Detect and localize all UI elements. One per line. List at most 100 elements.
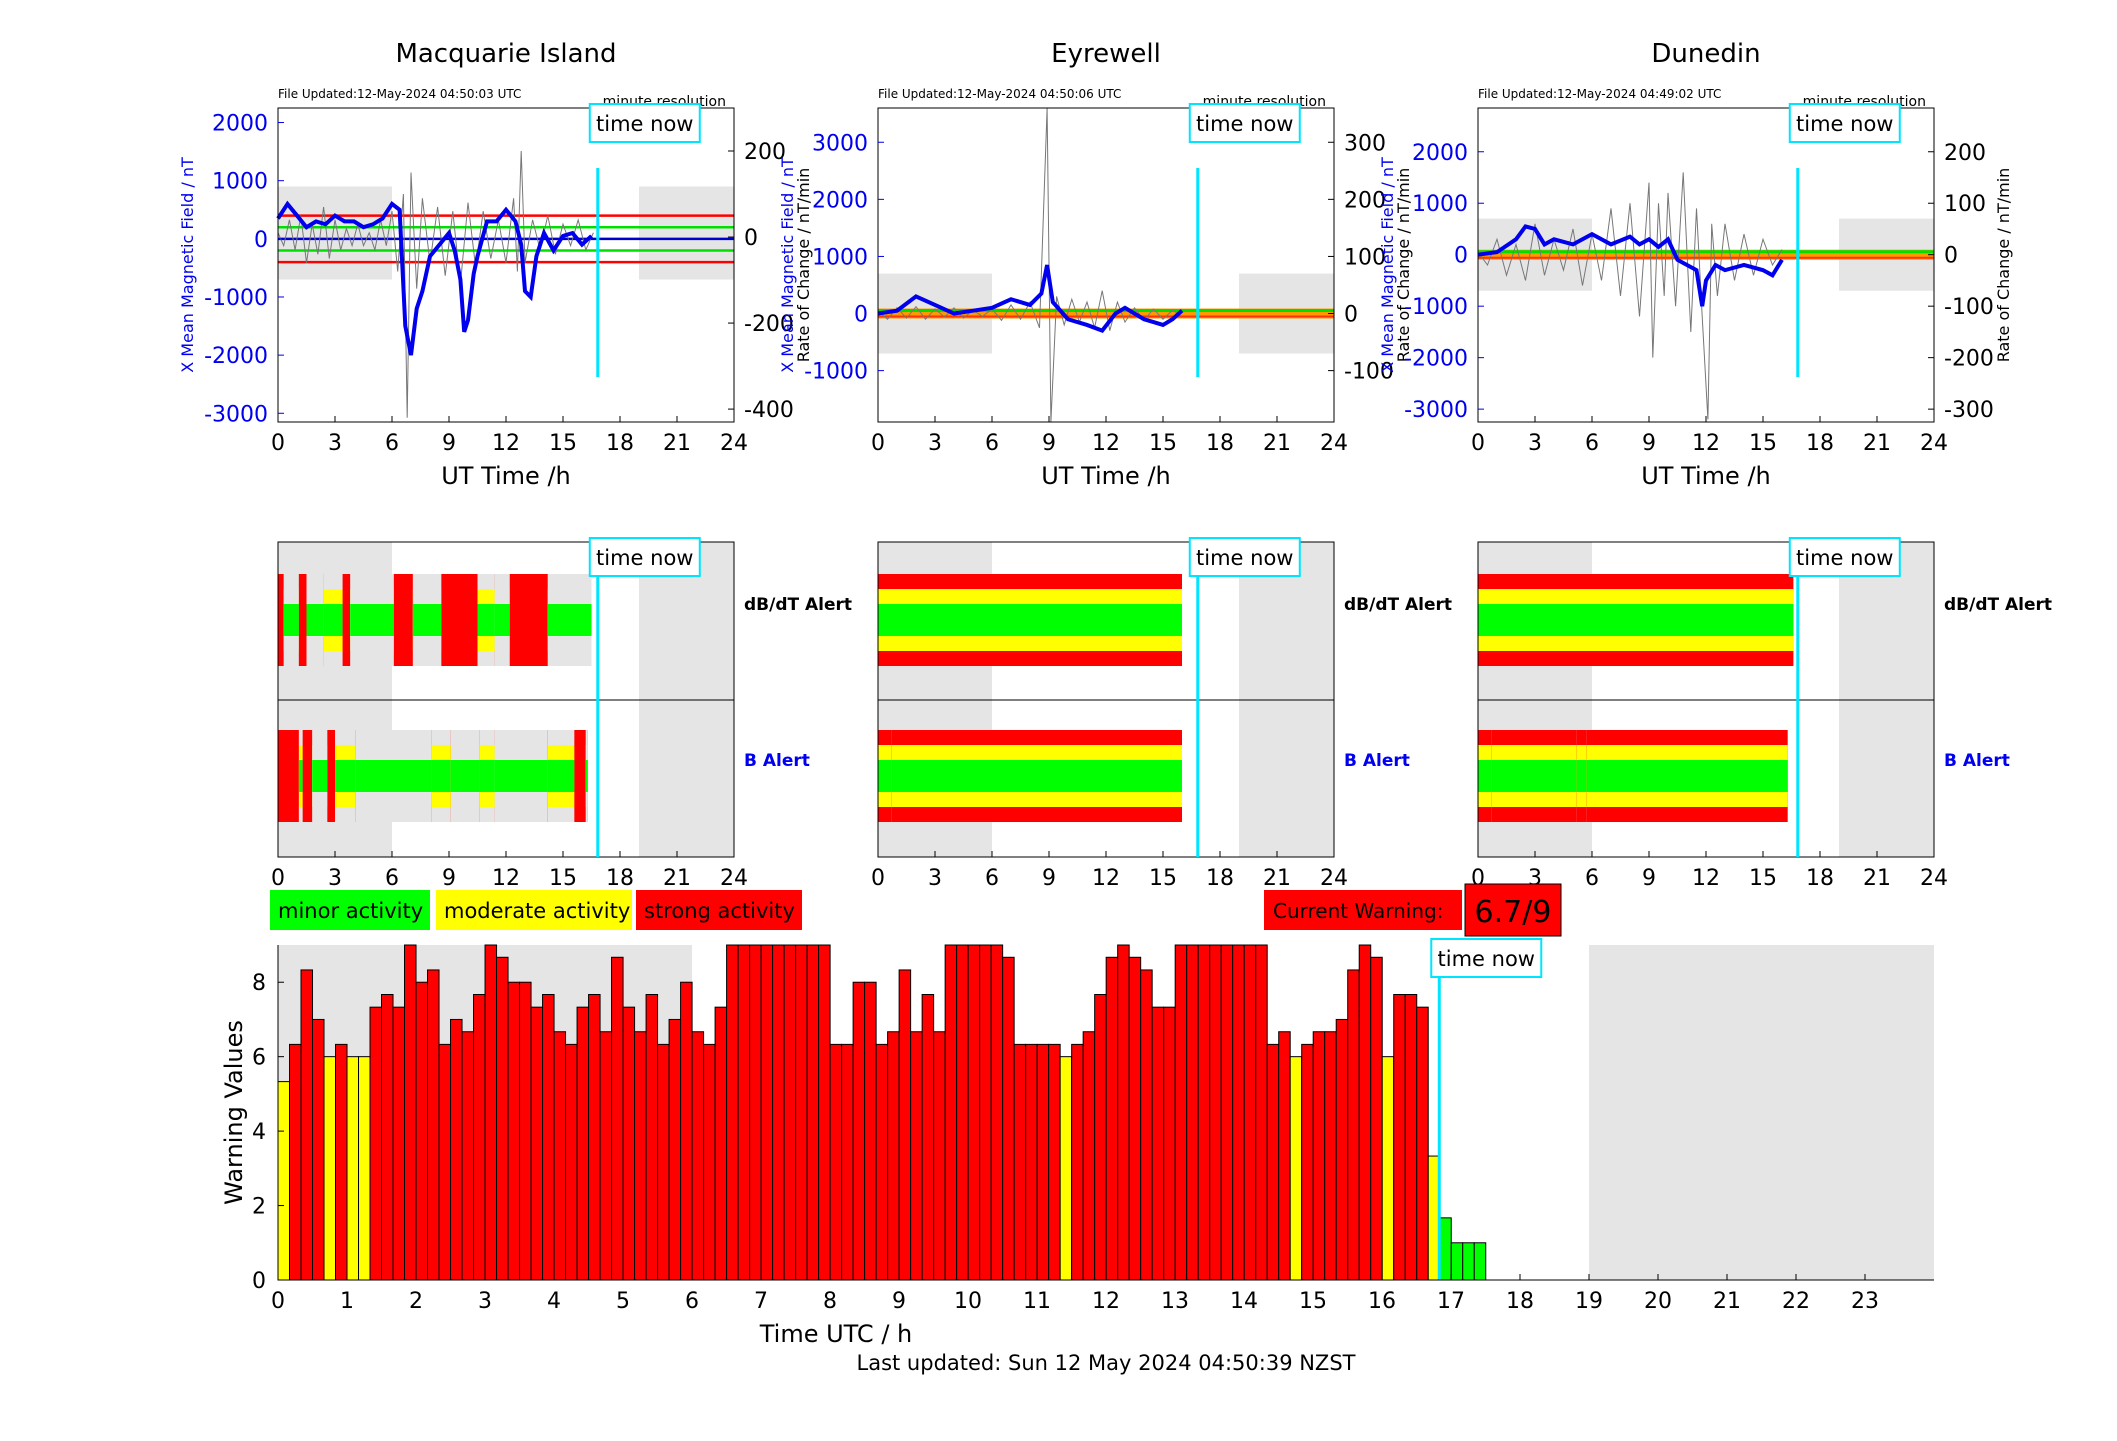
warning-bar [369,1006,383,1281]
current-warning-box [1264,890,1462,930]
b-alert-green-band [479,760,495,792]
x-tick-label: 15 [1749,431,1777,456]
plot-frame [877,107,1335,423]
left-tick-label: -3000 [204,402,268,427]
x-tick-label: 12 [1692,866,1720,891]
x-tick-label: 3 [928,866,942,891]
x-tick-label: 6 [985,431,999,456]
left-tick-label: -1000 [204,286,268,311]
x-tick-label: 22 [1782,1289,1810,1314]
left-tick-label: 0 [854,303,868,328]
bar-x-axis-label: Time UTC / h [759,1320,913,1348]
b-alert-green-band [312,760,328,792]
warning-bar [1151,1006,1165,1281]
x-tick-label: 6 [985,866,999,891]
warning-bar [714,1006,728,1281]
y-tick-label: 6 [252,1046,266,1071]
right-tick-label: -200 [1944,347,1994,372]
last-updated-footer: Last updated: Sun 12 May 2024 04:50:39 N… [857,1351,1356,1375]
warning-bar [277,1081,291,1281]
x-tick-label: 12 [1692,431,1720,456]
b-alert-green-band [585,760,588,792]
x-tick-label: 15 [1149,431,1177,456]
x-tick-label: 21 [1863,431,1891,456]
b-alert-gap [431,730,451,745]
b-alert-green-band [335,760,356,792]
x-tick-label: 0 [271,1289,285,1314]
field-trace [877,264,1184,334]
warning-bar [415,981,429,1281]
right-tick-label: 0 [744,226,758,251]
warning-bar [473,994,486,1281]
b-alert-green-band [355,760,432,792]
warning-bar [346,1056,360,1281]
time-now-box [1188,103,1301,143]
x-tick-label: 12 [1092,1289,1120,1314]
warning-bar [1048,1043,1061,1281]
warning-bar [1186,944,1199,1281]
warning-bar [944,944,958,1281]
dbdt-alert-green-band [306,604,324,636]
warning-bar [841,1043,854,1281]
legend-minor-label: minor activity [278,899,423,923]
warning-bar [381,994,394,1281]
right-tick-label: -400 [744,398,794,423]
warning-bar [772,944,785,1281]
warning-bar [553,1031,567,1281]
x-tick-label: 9 [892,1289,906,1314]
warning-bar [542,994,555,1281]
rate-of-change-trace [877,107,1183,423]
x-tick-label: 0 [1471,431,1485,456]
x-tick-label: 0 [871,866,885,891]
x-tick-label: 3 [478,1289,492,1314]
left-tick-label: -3000 [1404,398,1468,423]
b-alert-label: B Alert [744,751,810,771]
left-axis-label: X Mean Magnetic Field / nT [1378,157,1397,373]
left-tick-label: 1000 [1412,192,1468,217]
b-alert-label: B Alert [1944,751,2010,771]
x-tick-label: 12 [1092,431,1120,456]
b-alert-gap [431,807,451,822]
right-tick-label: 300 [1344,131,1386,156]
x-tick-label: 24 [1920,431,1948,456]
right-tick-label: 0 [1344,303,1358,328]
time-now-box [1188,537,1301,577]
x-tick-label: 15 [549,431,577,456]
warning-bar [1094,994,1107,1281]
warning-bar [795,944,808,1281]
warning-bar [1450,1242,1464,1281]
warning-bar [680,981,693,1281]
b-alert-gap [479,730,495,745]
b-alert-gap [298,730,303,745]
warning-bar [1301,1043,1314,1281]
warning-bar [484,944,498,1281]
warning-bar [1002,956,1015,1281]
x-tick-label: 21 [1263,866,1291,891]
night-shade [278,186,392,280]
warning-bar [645,994,659,1281]
b-alert-green-band [878,760,892,792]
right-tick-label: 100 [1344,245,1386,270]
dbdt-alert-green-band [350,604,394,636]
warning-bar [852,981,866,1281]
warning-bar [1013,1043,1027,1281]
x-tick-label: 0 [271,431,285,456]
legend-strong-label: strong activity [644,899,795,923]
warning-bar [737,944,751,1281]
x-tick-label: 15 [1749,866,1777,891]
warning-bar [1266,1043,1280,1281]
warning-bar [1335,1018,1349,1281]
x-tick-label: 24 [1320,431,1348,456]
b-alert-green-band [1491,760,1577,792]
y-tick-label: 4 [252,1120,266,1145]
warning-bar [611,956,624,1281]
warning-bar [703,1043,716,1281]
current-warning-label: Current Warning: [1273,899,1443,923]
current-warning-value-box [1464,883,1562,937]
station-title: Dunedin [1651,39,1760,69]
x-tick-label: 15 [1299,1289,1327,1314]
b-alert-green-band [1478,760,1492,792]
time-now-box [1430,938,1543,978]
y-tick-label: 8 [252,971,266,996]
